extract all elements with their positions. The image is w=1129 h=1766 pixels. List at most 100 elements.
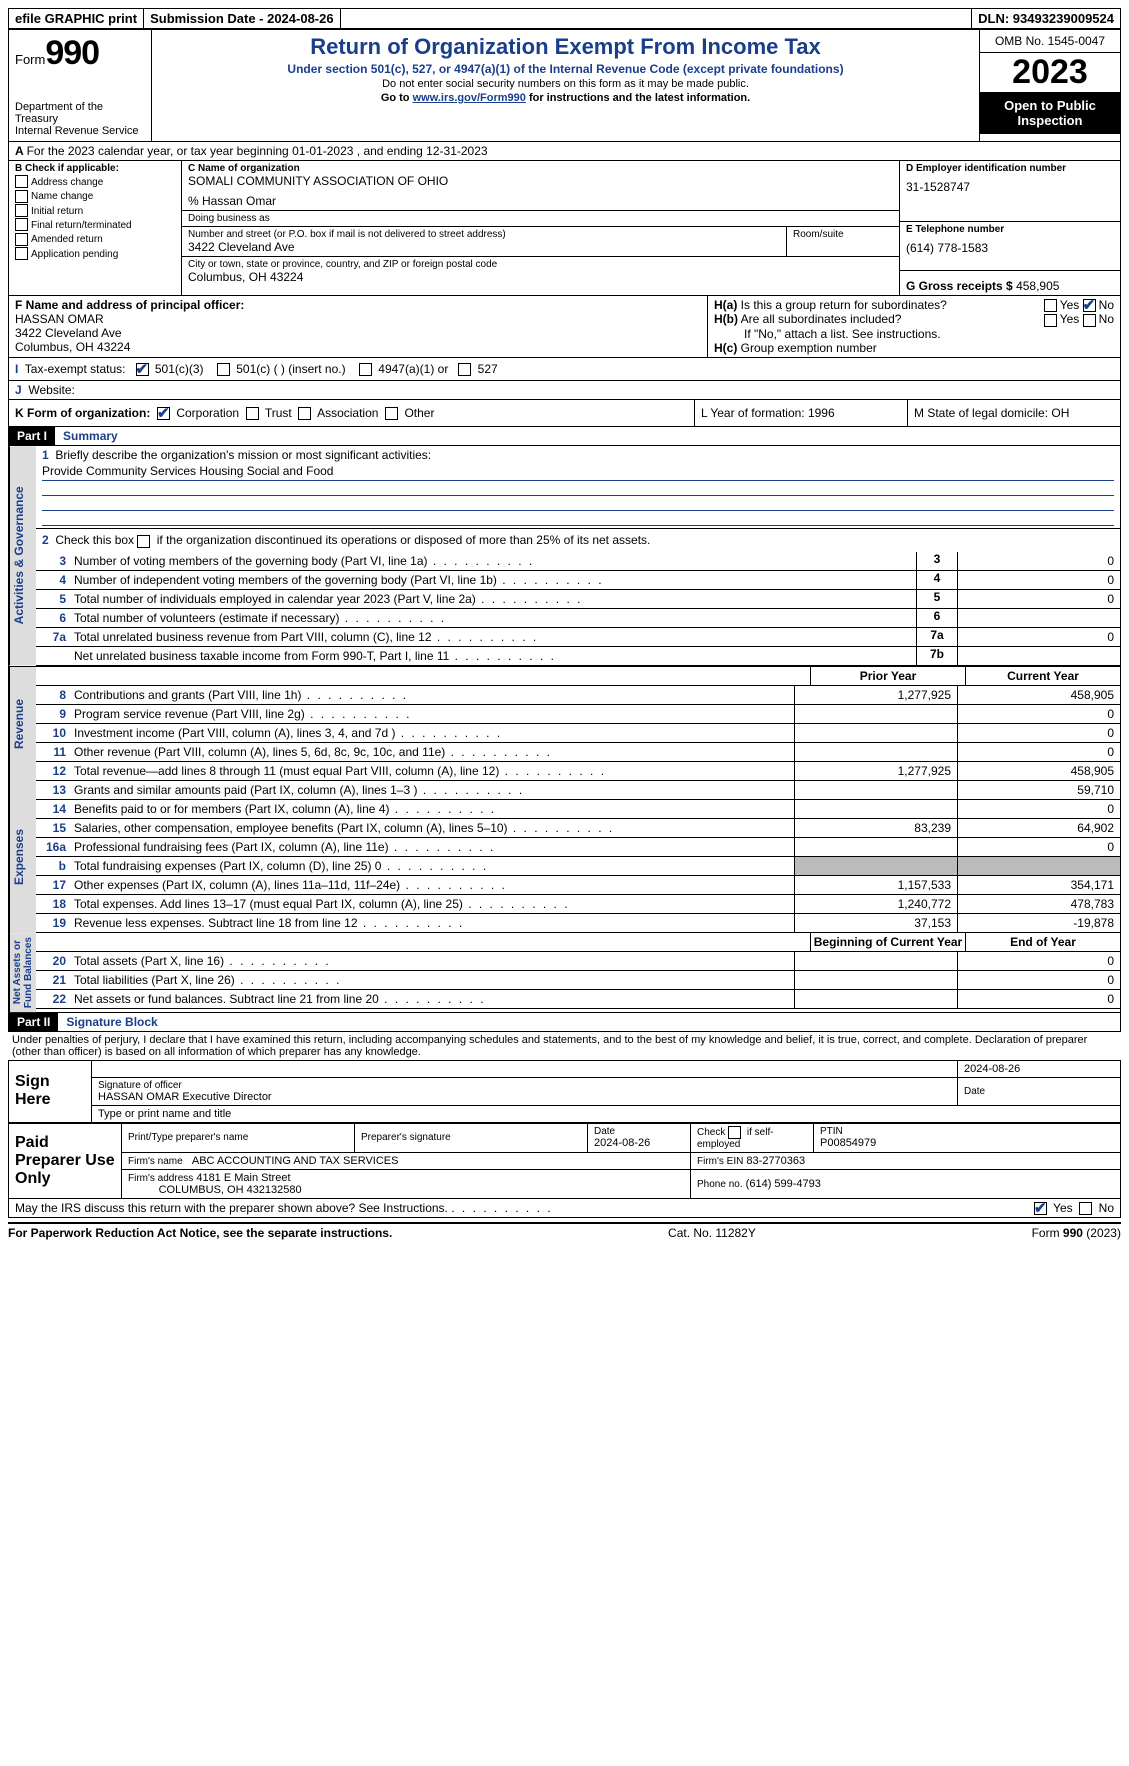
ptin-lbl: PTIN bbox=[820, 1126, 1114, 1137]
cb-assoc[interactable] bbox=[298, 407, 311, 420]
type-name-lbl: Type or print name and title bbox=[92, 1105, 1121, 1122]
cb-final[interactable] bbox=[15, 218, 28, 231]
prep-date-lbl: Date bbox=[594, 1126, 684, 1137]
hb-no: No bbox=[1099, 312, 1114, 326]
firm-addr: 4181 E Main Street bbox=[196, 1172, 290, 1184]
ein-value: 31-1528747 bbox=[906, 180, 1114, 194]
form-word: Form bbox=[15, 52, 45, 67]
submission-date: Submission Date - 2024-08-26 bbox=[144, 9, 341, 28]
firm-ein-lbl: Firm's EIN bbox=[697, 1156, 743, 1167]
tax-year: 2023 bbox=[980, 53, 1120, 92]
gross-lbl: G Gross receipts $ bbox=[906, 279, 1013, 293]
opt-amended: Amended return bbox=[31, 234, 103, 245]
footer-mid: Cat. No. 11282Y bbox=[668, 1226, 756, 1240]
cb-other[interactable] bbox=[385, 407, 398, 420]
dba-lbl: Doing business as bbox=[188, 213, 893, 224]
phone-lbl: E Telephone number bbox=[906, 224, 1114, 235]
dept-treasury: Department of the Treasury Internal Reve… bbox=[15, 101, 145, 137]
addr-lbl: Number and street (or P.O. box if mail i… bbox=[188, 229, 780, 240]
part2-header: Part II Signature Block bbox=[8, 1013, 1121, 1032]
cb-4947[interactable] bbox=[359, 363, 372, 376]
part2-tag: Part II bbox=[9, 1013, 58, 1031]
officer-sig-name: HASSAN OMAR Executive Director bbox=[98, 1091, 951, 1103]
cb-address-change[interactable] bbox=[15, 175, 28, 188]
ha-yes: Yes bbox=[1060, 298, 1080, 312]
cb-hb-no[interactable] bbox=[1083, 314, 1096, 327]
cb-discontinued[interactable] bbox=[137, 535, 150, 548]
goto-post: for instructions and the latest informat… bbox=[526, 92, 750, 104]
cb-corp[interactable] bbox=[157, 407, 170, 420]
vtab-activities: Activities & Governance bbox=[9, 446, 36, 665]
date-lbl: Date bbox=[964, 1086, 1114, 1097]
dln: DLN: 93493239009524 bbox=[972, 9, 1120, 28]
cb-527[interactable] bbox=[458, 363, 471, 376]
cb-hb-yes[interactable] bbox=[1044, 314, 1057, 327]
vtab-revenue: Revenue bbox=[9, 667, 36, 781]
form-subtitle: Under section 501(c), 527, or 4947(a)(1)… bbox=[162, 62, 969, 76]
firm-name: ABC ACCOUNTING AND TAX SERVICES bbox=[192, 1155, 399, 1167]
cb-501c[interactable] bbox=[217, 363, 230, 376]
box-b-label: B Check if applicable: bbox=[15, 163, 175, 174]
cb-discuss-yes[interactable] bbox=[1034, 1202, 1047, 1215]
form-number: 990 bbox=[45, 34, 99, 72]
cb-discuss-no[interactable] bbox=[1079, 1202, 1092, 1215]
ptin-val: P00854979 bbox=[820, 1137, 1114, 1149]
firm-name-lbl: Firm's name bbox=[128, 1156, 183, 1167]
irs-link[interactable]: www.irs.gov/Form990 bbox=[413, 92, 526, 104]
ssn-note: Do not enter social security numbers on … bbox=[162, 78, 969, 90]
cb-501c3[interactable] bbox=[136, 363, 149, 376]
cb-trust[interactable] bbox=[246, 407, 259, 420]
open-inspection: Open to Public Inspection bbox=[980, 92, 1120, 134]
opt-pending: Application pending bbox=[31, 249, 118, 260]
gross-value: 458,905 bbox=[1016, 279, 1059, 293]
col-prior: Prior Year bbox=[810, 667, 965, 685]
ha-no: No bbox=[1099, 298, 1114, 312]
firm-phone: (614) 599-4793 bbox=[746, 1178, 821, 1190]
prep-sig-lbl: Preparer's signature bbox=[361, 1132, 581, 1143]
prep-date: 2024-08-26 bbox=[594, 1137, 684, 1149]
perjury-text: Under penalties of perjury, I declare th… bbox=[8, 1032, 1121, 1060]
j-lbl: J bbox=[15, 383, 22, 397]
opt-trust: Trust bbox=[265, 406, 292, 420]
cb-pending[interactable] bbox=[15, 247, 28, 260]
line-a-text: For the 2023 calendar year, or tax year … bbox=[27, 144, 488, 158]
cb-name-change[interactable] bbox=[15, 190, 28, 203]
opt-final: Final return/terminated bbox=[31, 220, 132, 231]
org-name: SOMALI COMMUNITY ASSOCIATION OF OHIO bbox=[188, 174, 893, 188]
sig-officer-lbl: Signature of officer bbox=[98, 1080, 951, 1091]
l1-text: Briefly describe the organization's miss… bbox=[55, 448, 431, 462]
cb-initial[interactable] bbox=[15, 204, 28, 217]
ein-lbl: D Employer identification number bbox=[906, 163, 1114, 174]
form-header: Form990 Department of the Treasury Inter… bbox=[8, 30, 1121, 142]
box-b: B Check if applicable: Address change Na… bbox=[9, 161, 182, 295]
footer-left: For Paperwork Reduction Act Notice, see … bbox=[8, 1226, 392, 1240]
form-title: Return of Organization Exempt From Incom… bbox=[162, 34, 969, 60]
opt-4947: 4947(a)(1) or bbox=[378, 362, 448, 376]
k-lbl: K Form of organization: bbox=[15, 406, 150, 420]
footer-right: Form 990 (2023) bbox=[1032, 1226, 1121, 1240]
i-lbl: I bbox=[15, 362, 18, 376]
opt-initial: Initial return bbox=[31, 206, 83, 217]
cb-ha-yes[interactable] bbox=[1044, 299, 1057, 312]
c-name-lbl: C Name of organization bbox=[188, 163, 893, 174]
hb-yes: Yes bbox=[1060, 312, 1080, 326]
col-current: Current Year bbox=[965, 667, 1120, 685]
discuss-text: May the IRS discuss this return with the… bbox=[15, 1201, 448, 1215]
omb-number: OMB No. 1545-0047 bbox=[980, 30, 1120, 53]
officer-addr1: 3422 Cleveland Ave bbox=[15, 326, 701, 340]
firm-addr2: COLUMBUS, OH 432132580 bbox=[159, 1184, 302, 1196]
part1-title: Summary bbox=[55, 427, 1120, 445]
opt-527: 527 bbox=[478, 362, 498, 376]
cb-ha-no[interactable] bbox=[1083, 299, 1096, 312]
sign-here-lbl: Sign Here bbox=[9, 1060, 92, 1122]
city-lbl: City or town, state or province, country… bbox=[188, 259, 893, 270]
firm-addr-lbl: Firm's address bbox=[128, 1173, 193, 1184]
opt-assoc: Association bbox=[317, 406, 378, 420]
line-a: A For the 2023 calendar year, or tax yea… bbox=[8, 142, 1121, 161]
col-beginning: Beginning of Current Year bbox=[810, 933, 965, 951]
vtab-expenses: Expenses bbox=[9, 781, 36, 933]
hb-note: If "No," attach a list. See instructions… bbox=[714, 327, 1114, 341]
cb-self-employed[interactable] bbox=[728, 1126, 741, 1139]
opt-501c3: 501(c)(3) bbox=[155, 362, 204, 376]
cb-amended[interactable] bbox=[15, 233, 28, 246]
